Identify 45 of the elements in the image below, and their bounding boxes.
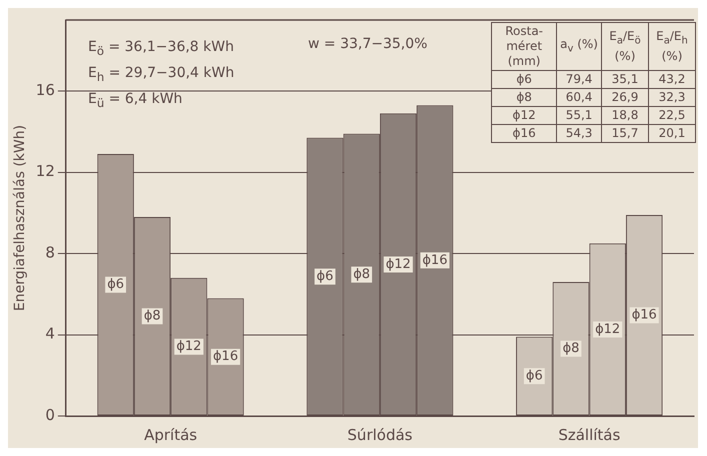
text: ϕ6 (526, 368, 543, 384)
text: ϕ8 (353, 266, 370, 282)
text: ϕ8 (562, 341, 580, 356)
text: ϕ16 (422, 252, 448, 268)
annotation: ϕ8 (492, 88, 557, 106)
annotation: E$_{ö}$ = 36,1−36,8 kWh (88, 38, 234, 60)
annotation: Rosta-méret (mm) (492, 22, 557, 70)
x-tick-label: Aprítás (144, 426, 198, 444)
annotation: 20,1 (648, 124, 696, 142)
text: ϕ16 (632, 308, 657, 323)
annotation: E$_{a}$/E$_{h}$ (%) (648, 22, 696, 70)
x-tick-label: Szállítás (558, 426, 620, 444)
annotation: 35,1 (602, 70, 648, 88)
annotation: a$_{v}$ (%) (556, 22, 602, 70)
y-tick-label: 16 (36, 80, 55, 99)
series-label: ϕ12 (386, 256, 411, 272)
annotation: 79,4 (556, 70, 602, 88)
annotation: ϕ6 (492, 70, 557, 88)
annotation: w = 33,7−35,0% (308, 36, 428, 52)
text: ϕ6 (107, 277, 124, 292)
annotation: 15,7 (602, 124, 648, 142)
y-tick-label: 8 (45, 243, 55, 262)
annotation: ϕ16 (492, 124, 557, 142)
annotation: 22,5 (648, 106, 696, 124)
series-label: ϕ16 (212, 349, 238, 364)
annotation: 32,3 (648, 88, 696, 106)
y-axis-title: Energiafelhasználás (kWh) (12, 124, 28, 312)
annotation: 26,9 (602, 88, 648, 106)
annotation: 60,4 (556, 88, 602, 106)
y-tick-label: 0 (45, 406, 55, 424)
annotation: E$_{h}$ = 29,7−30,4 kWh (88, 64, 234, 86)
annotation: E$_{ü}$ = 6,4 kWh (88, 90, 184, 112)
y-tick-label: 12 (36, 162, 55, 180)
text: ϕ12 (176, 339, 202, 354)
annotation: 18,8 (602, 106, 648, 124)
annotation: E$_{a}$/E$_{ö}$ (%) (602, 22, 648, 70)
annotation: 55,1 (556, 106, 602, 124)
y-tick-label: 4 (45, 324, 55, 343)
x-tick-label: Súrlódás (347, 426, 413, 444)
series-label: ϕ8 (144, 308, 161, 324)
annotation: 54,3 (556, 124, 602, 142)
text: ϕ12 (595, 322, 620, 337)
annotation: ϕ12 (492, 106, 557, 124)
series-label: ϕ6 (316, 269, 334, 284)
annotation: 43,2 (648, 70, 696, 88)
